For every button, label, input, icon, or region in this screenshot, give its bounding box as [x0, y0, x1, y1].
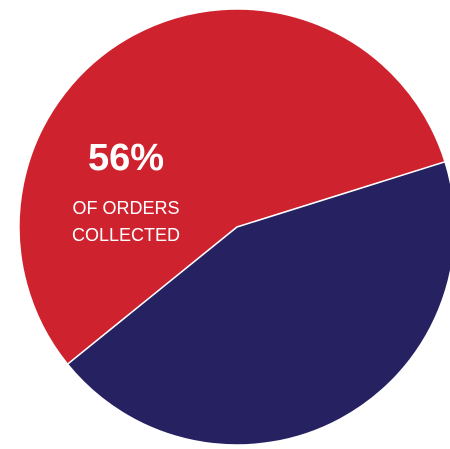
slice-caption-line-1: OF ORDERS: [72, 198, 179, 218]
pie-slices: [18, 8, 450, 446]
pie-slice-1: [18, 8, 446, 366]
pie-slice-2: [66, 160, 450, 446]
slice-value-label: 56%: [88, 137, 164, 179]
slice-caption-line-2: COLLECTED: [72, 225, 180, 245]
